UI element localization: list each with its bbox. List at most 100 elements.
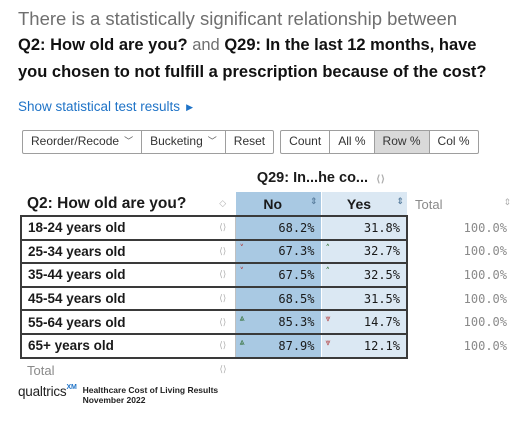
cell-no: ˅ 67.5% [234, 262, 321, 287]
cell-total: 100.0% [463, 267, 507, 282]
chevron-down-icon: ﹀ [124, 136, 134, 146]
cell-yes: ˄ 32.7% [320, 238, 408, 264]
cell-value: 68.5% [278, 291, 315, 306]
sort-arrows-icon: ⇕ [309, 195, 318, 206]
heading-intro: There is a statistically significant rel… [18, 8, 458, 29]
bucketing-label: Bucketing [150, 134, 203, 148]
count-button[interactable]: Count [289, 134, 322, 148]
report-title: Healthcare Cost of Living Results [82, 385, 219, 395]
display-mode-group: Count All % Row % Col % [280, 130, 479, 154]
cell-value: 67.5% [278, 267, 315, 282]
sort-arrows-icon[interactable]: ◇ [219, 198, 227, 208]
cell-no: ⩓ 87.9% [234, 332, 321, 359]
significance-icon: ˄ [325, 267, 331, 278]
row-variable-header[interactable]: Q2: How old are you? [27, 194, 187, 212]
heading-q29: Q29: In the last 12 months, have [224, 36, 477, 54]
sort-arrows-icon[interactable]: ⟨⟩ [219, 364, 227, 375]
col-percent-button[interactable]: Col % [428, 131, 478, 153]
table-row[interactable]: 25-34 years old ⟨⟩ ˅ 67.3% ˄ 32.7% 100.0% [20, 238, 511, 264]
table-row[interactable]: 65+ years old ⟨⟩ ⩓ 87.9% ⩔ 12.1% 100.0% [20, 332, 511, 359]
column-variable-header[interactable]: Q29: In...he co... ⟨⟩ [235, 164, 407, 192]
row-label: 45-54 years old [20, 285, 211, 311]
reset-button[interactable]: Reset [224, 131, 273, 153]
column-header-no-label: No [263, 195, 283, 212]
row-percent-button[interactable]: Row % [373, 131, 429, 153]
sort-arrows-icon[interactable]: ⟨⟩ [211, 262, 236, 287]
row-label: 25-34 years old [20, 238, 211, 264]
cell-value: 67.3% [278, 244, 315, 259]
cell-total: 100.0% [463, 338, 507, 353]
cell-value: 85.3% [278, 315, 315, 330]
significance-icon: ⩓ [239, 314, 245, 325]
report-date: November 2022 [82, 395, 146, 405]
banner-row: Q29: In...he co... ⟨⟩ [21, 164, 511, 192]
row-label: 18-24 years old [20, 215, 211, 240]
cell-yes: 31.8% [320, 215, 408, 240]
sort-arrows-icon[interactable]: ⟨⟩ [211, 309, 236, 334]
total-row-label: Total [27, 363, 55, 379]
cell-value: 12.1% [363, 338, 400, 353]
heading-questions-line: Q2: How old are you? and Q29: In the las… [18, 32, 523, 59]
significance-icon: ⩓ [239, 337, 245, 348]
cell-value: 31.8% [363, 220, 400, 235]
table-toolbar: Reorder/Recode ﹀ Bucketing ﹀ Reset Count A… [22, 130, 479, 154]
significance-icon: ˄ [325, 243, 331, 254]
bucketing-dropdown[interactable]: Bucketing ﹀ [141, 131, 225, 153]
crosstab: Q29: In...he co... ⟨⟩ Q2: How old are you… [20, 164, 511, 381]
column-header-total-label: Total [415, 196, 443, 212]
cell-no: 68.2% [234, 215, 321, 240]
column-header-row: Q2: How old are you? ◇ No ⇕ Yes ⇕ Total ⇕ [21, 192, 511, 216]
qualtrics-logo: qualtricsXM [18, 384, 77, 399]
cell-value: 68.2% [278, 220, 315, 235]
column-variable-label: Q29: In...he co... [256, 170, 369, 186]
sort-arrows-icon[interactable]: ⟨⟩ [211, 238, 236, 264]
cell-total: 100.0% [463, 244, 507, 259]
cell-value: 32.7% [363, 244, 400, 259]
cell-yes: 31.5% [320, 285, 408, 311]
cell-total: 100.0% [463, 315, 507, 330]
significance-icon: ⩔ [325, 314, 331, 325]
sort-arrows-icon: ⇕ [396, 195, 404, 206]
logo-text: qualtrics [18, 384, 67, 399]
heading-and: and [192, 36, 220, 54]
table-row[interactable]: 55-64 years old ⟨⟩ ⩓ 85.3% ⩔ 14.7% 100.0% [20, 309, 511, 334]
cell-no: ˅ 67.3% [234, 238, 321, 264]
table-row[interactable]: 45-54 years old ⟨⟩ 68.5% 31.5% 100.0% [20, 285, 511, 311]
significance-icon: ⩔ [325, 337, 331, 348]
cell-no: 68.5% [234, 285, 321, 311]
show-stat-test-link[interactable]: Show statistical test results ▶ [18, 99, 193, 114]
column-header-yes[interactable]: Yes ⇕ [320, 192, 407, 216]
sort-arrows-icon[interactable]: ⟨⟩ [376, 174, 386, 185]
sort-arrows-icon[interactable]: ⟨⟩ [211, 285, 236, 311]
column-header-no[interactable]: No ⇕ [234, 192, 321, 216]
column-header-yes-label: Yes [346, 195, 372, 212]
chevron-down-icon: ﹀ [207, 136, 217, 146]
cell-total: 100.0% [463, 291, 507, 306]
show-stat-test-label: Show statistical test results [18, 99, 181, 114]
table-row[interactable]: 35-44 years old ⟨⟩ ˅ 67.5% ˄ 32.5% 100.0% [20, 262, 511, 287]
cell-value: 14.7% [363, 315, 400, 330]
total-row: Total ⟨⟩ [21, 358, 511, 382]
cell-value: 32.5% [363, 267, 400, 282]
crosstab-table: Q29: In...he co... ⟨⟩ Q2: How old are you… [20, 164, 511, 381]
cell-yes: ˄ 32.5% [320, 262, 408, 287]
logo-mark: XM [66, 384, 77, 391]
footer: qualtricsXM Healthcare Cost of Living Re… [18, 384, 218, 405]
sort-arrows-icon[interactable]: ⟨⟩ [211, 332, 236, 359]
heading: There is a statistically significant rel… [18, 6, 523, 86]
cell-yes: ⩔ 12.1% [320, 332, 408, 359]
sort-arrows-icon[interactable]: ⟨⟩ [211, 215, 236, 240]
reorder-recode-dropdown[interactable]: Reorder/Recode ﹀ [23, 131, 141, 153]
sort-arrows-icon: ⇕ [503, 196, 511, 207]
cell-yes: ⩔ 14.7% [320, 309, 408, 334]
significance-icon: ˅ [239, 243, 245, 254]
all-percent-button[interactable]: All % [329, 131, 373, 153]
row-label: 55-64 years old [20, 309, 211, 334]
column-header-total[interactable]: Total ⇕ [407, 192, 511, 216]
row-label: 35-44 years old [20, 262, 211, 287]
reorder-recode-label: Reorder/Recode [31, 134, 120, 148]
edit-button-group: Reorder/Recode ﹀ Bucketing ﹀ Reset [22, 130, 275, 154]
triangle-right-icon: ▶ [186, 102, 193, 112]
heading-q2: Q2: How old are you? [18, 36, 188, 54]
table-row[interactable]: 18-24 years old ⟨⟩ 68.2% 31.8% 100.0% [20, 215, 511, 240]
